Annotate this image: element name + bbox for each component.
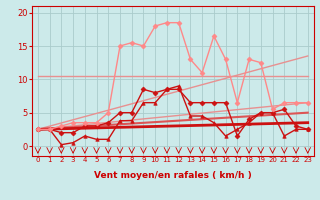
X-axis label: Vent moyen/en rafales ( km/h ): Vent moyen/en rafales ( km/h ) xyxy=(94,171,252,180)
